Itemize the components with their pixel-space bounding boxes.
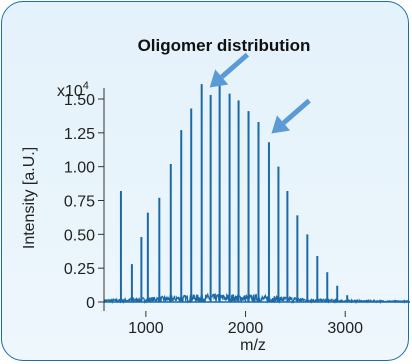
y-multiplier-label: x104: [57, 80, 89, 100]
y-tick-label: 1.50: [64, 92, 95, 109]
y-axis-ticks: 0 0.25 0.50 0.75 1.00 1.25 1.50: [64, 92, 104, 312]
y-axis-label: Intensity [a.U.]: [21, 147, 38, 249]
annotation-arrow: [209, 52, 250, 88]
baseline-noise: [104, 292, 410, 305]
x-axis-label: m/z: [240, 337, 266, 354]
y-tick-label: 0.25: [64, 261, 95, 278]
y-tick-label: 0.50: [64, 227, 95, 244]
annotation-arrow: [271, 98, 311, 134]
noise-trace: [104, 292, 410, 305]
annotation-arrows: [209, 52, 311, 134]
x-tick-label: 3000: [327, 320, 363, 337]
chart-title: Oligomer distribution: [138, 36, 311, 55]
x-tick-label: 1000: [128, 320, 164, 337]
spectrum-peaks: [119, 82, 349, 302]
x-axis-ticks: 1000 2000 3000: [128, 311, 363, 337]
y-tick-label: 1.25: [64, 126, 95, 143]
x-tick-label: 2000: [228, 320, 264, 337]
y-tick-label: 0.75: [64, 194, 95, 211]
y-tick-label: 1.00: [64, 160, 95, 177]
y-tick-label: 0: [86, 295, 95, 312]
